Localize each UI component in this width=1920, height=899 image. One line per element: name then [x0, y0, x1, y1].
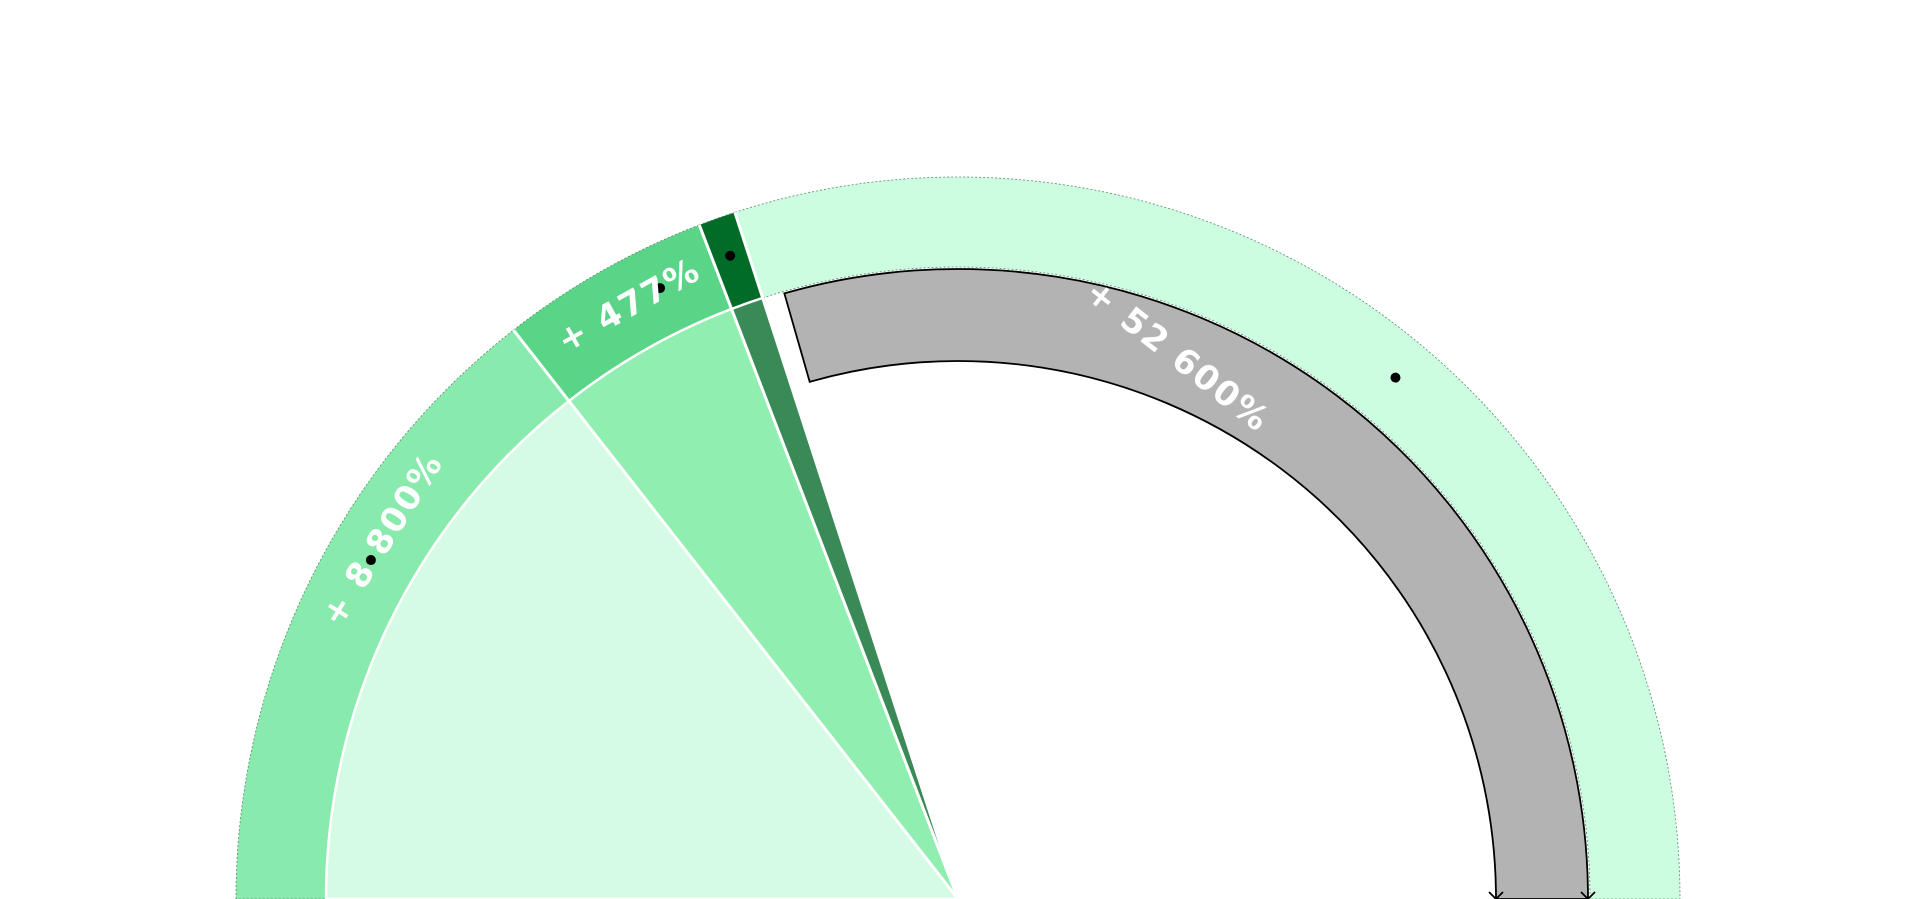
point-marker-3 [1390, 372, 1401, 383]
point-marker-0 [365, 555, 376, 566]
inner-ring [324, 211, 1596, 899]
band-arrow-inner [1488, 891, 1504, 899]
separator-line-1 [697, 224, 960, 899]
separator-line-2 [733, 211, 960, 899]
inner-wedge-0 [324, 399, 960, 899]
outer-segment-1 [512, 224, 733, 402]
separator-line-0 [512, 329, 960, 899]
point-marker-2 [725, 250, 736, 261]
point-marker-1 [655, 283, 666, 294]
outer-segment-3 [734, 176, 1681, 899]
marker-group [365, 250, 1401, 566]
inner-wedge-1 [567, 307, 960, 899]
band-arrow-outer [1580, 891, 1596, 899]
